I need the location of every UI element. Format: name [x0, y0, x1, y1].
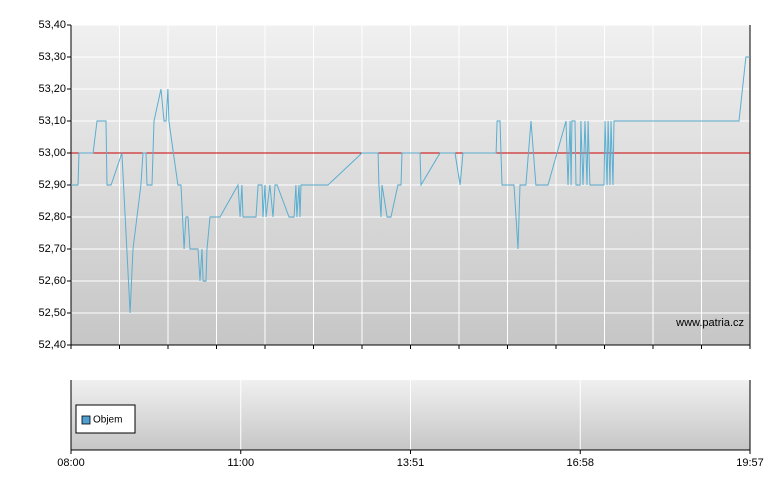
y-tick-label: 52,90: [38, 179, 66, 191]
legend: Objem: [75, 404, 136, 434]
x-tick-label: 16:58: [566, 457, 594, 469]
watermark: www.patria.cz: [675, 317, 744, 329]
y-tick-label: 52,40: [38, 339, 66, 351]
y-tick-label: 52,50: [38, 307, 66, 319]
x-tick-label: 13:51: [397, 457, 425, 469]
y-tick-label: 53,40: [38, 19, 66, 31]
y-tick-label: 52,60: [38, 275, 66, 287]
x-tick-label: 19:57: [736, 457, 764, 469]
x-tick-label: 08:00: [57, 457, 85, 469]
y-tick-label: 52,80: [38, 211, 66, 223]
y-tick-label: 53,20: [38, 83, 66, 95]
y-tick-label: 53,00: [38, 147, 66, 159]
y-tick-label: 52,70: [38, 243, 66, 255]
y-tick-label: 53,10: [38, 115, 66, 127]
y-tick-label: 53,30: [38, 51, 66, 63]
legend-swatch: [81, 415, 91, 425]
x-tick-label: 11:00: [227, 457, 254, 469]
price-line: [71, 56, 750, 314]
legend-label: Objem: [93, 415, 122, 426]
